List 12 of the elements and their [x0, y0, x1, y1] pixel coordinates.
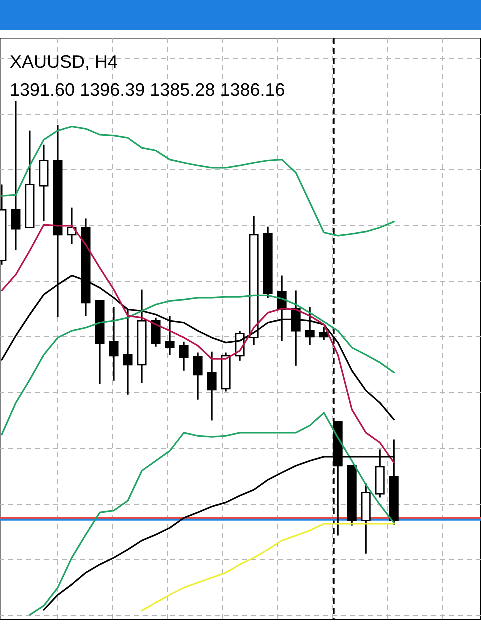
candlestick — [319, 326, 329, 341]
candlestick — [109, 306, 119, 382]
candlestick — [11, 100, 21, 251]
candlestick — [123, 309, 133, 396]
candlestick — [207, 351, 217, 422]
chart-subtitle: 1391.60 1396.39 1385.28 1386.16 — [10, 80, 286, 101]
candlestick — [165, 315, 175, 356]
candlestick — [179, 341, 189, 372]
candlestick — [193, 352, 203, 401]
candlestick — [305, 306, 315, 346]
candlestick — [151, 317, 161, 348]
chart-title: XAUUSD, H4 — [10, 52, 118, 73]
